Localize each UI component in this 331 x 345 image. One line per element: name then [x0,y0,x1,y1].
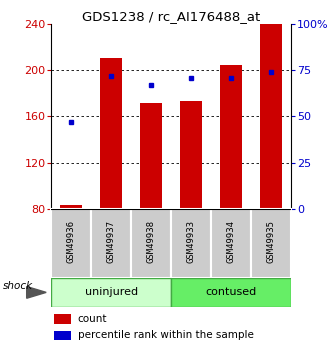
Text: uninjured: uninjured [85,287,138,297]
Text: GSM49936: GSM49936 [67,220,76,263]
Text: percentile rank within the sample: percentile rank within the sample [78,330,254,340]
Text: GSM49937: GSM49937 [107,220,116,263]
Bar [171,209,211,278]
Bar [60,205,82,209]
Bar [51,278,171,307]
Text: contused: contused [206,287,257,297]
Bar [220,65,242,209]
Text: GSM49934: GSM49934 [227,220,236,263]
Text: shock: shock [3,281,33,291]
Title: GDS1238 / rc_AI176488_at: GDS1238 / rc_AI176488_at [82,10,260,23]
Bar [100,58,122,209]
Text: count: count [78,314,107,324]
Bar [140,102,162,209]
Text: GSM49935: GSM49935 [267,220,276,263]
Text: GSM49938: GSM49938 [147,220,156,263]
Bar [54,331,71,340]
Bar [51,209,91,278]
Bar [251,209,291,278]
Bar [260,24,282,209]
Bar [54,314,71,324]
Bar [131,209,171,278]
Polygon shape [27,286,46,298]
Bar [211,209,251,278]
Bar [171,278,291,307]
Text: GSM49933: GSM49933 [187,220,196,263]
Bar [180,101,202,209]
Bar [91,209,131,278]
